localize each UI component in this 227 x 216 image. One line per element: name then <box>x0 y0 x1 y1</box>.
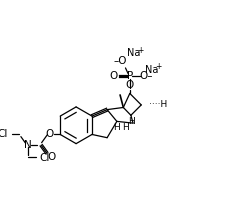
Text: P: P <box>126 71 132 81</box>
Text: O: O <box>45 129 53 140</box>
Text: –O: –O <box>114 56 127 67</box>
Text: +: + <box>154 62 161 71</box>
Text: H: H <box>127 117 134 126</box>
Text: H: H <box>122 123 128 132</box>
Text: ····H: ····H <box>149 100 167 110</box>
Text: O–: O– <box>138 71 152 81</box>
Text: H: H <box>113 123 119 132</box>
Text: Na: Na <box>126 48 140 59</box>
Text: Cl: Cl <box>0 129 8 139</box>
Text: Na: Na <box>144 65 157 75</box>
Text: +: + <box>137 46 143 55</box>
Text: Cl: Cl <box>39 153 50 163</box>
Text: O: O <box>125 80 133 91</box>
Text: N: N <box>24 140 32 150</box>
Text: O: O <box>109 71 117 81</box>
Text: O: O <box>47 152 55 162</box>
